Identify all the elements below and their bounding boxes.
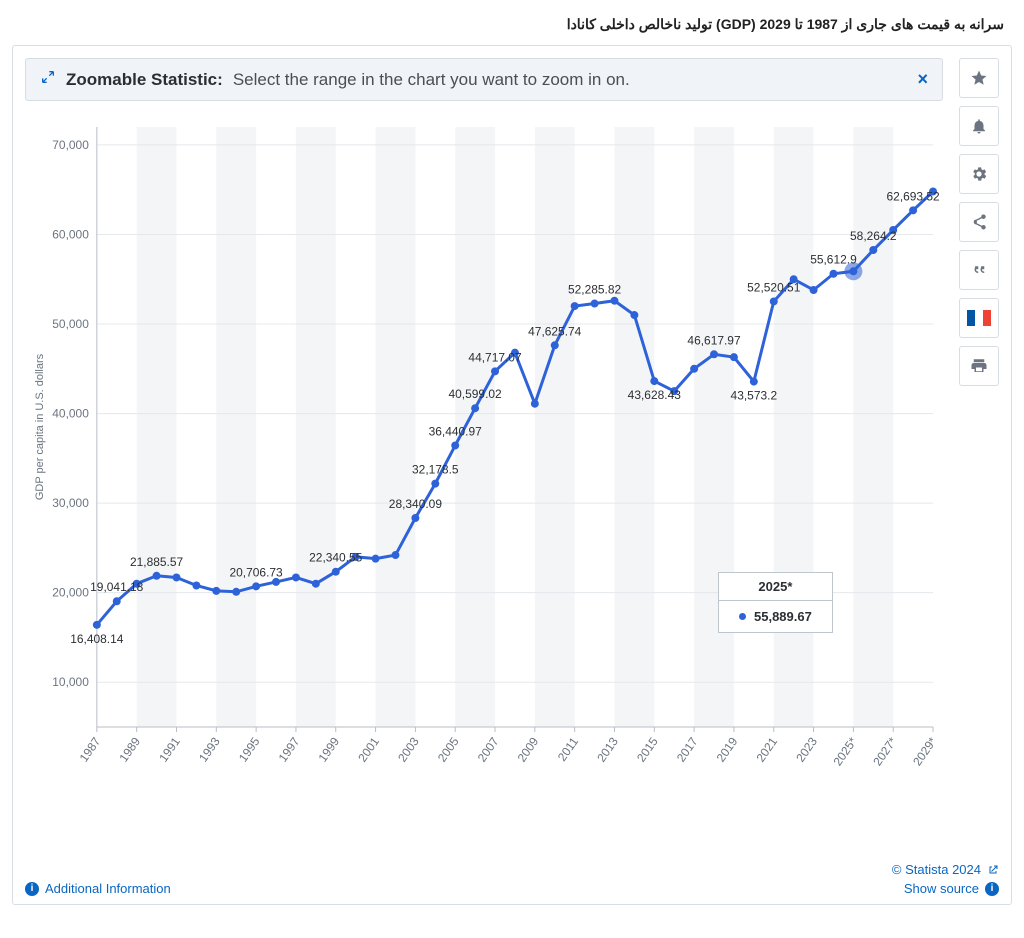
svg-text:22,340.55: 22,340.55 [309, 551, 363, 565]
svg-text:10,000: 10,000 [52, 675, 89, 689]
line-chart[interactable]: 10,000 20,000 30,000 40,000 50,000 60,000 70,0… [25, 117, 943, 807]
plot-area[interactable]: 10,000 20,000 30,000 40,000 50,000 60,000 70,0… [25, 117, 943, 807]
svg-text:2025*: 2025* [830, 734, 860, 768]
svg-text:2005: 2005 [435, 734, 462, 764]
additional-info-label: Additional Information [45, 881, 171, 896]
svg-text:2003: 2003 [395, 734, 422, 764]
svg-text:52,520.51: 52,520.51 [747, 280, 801, 294]
svg-text:43,628.43: 43,628.43 [628, 388, 682, 402]
favorite-button[interactable] [959, 58, 999, 98]
svg-text:46,617.97: 46,617.97 [687, 333, 741, 347]
svg-text:43,573.2: 43,573.2 [731, 389, 778, 403]
svg-text:2029*: 2029* [910, 734, 940, 768]
svg-text:28,340.09: 28,340.09 [389, 497, 443, 511]
svg-text:70,000: 70,000 [52, 138, 89, 152]
svg-text:16,408.14: 16,408.14 [70, 632, 124, 646]
svg-text:44,717.07: 44,717.07 [468, 350, 522, 364]
language-button[interactable] [959, 298, 999, 338]
notify-button[interactable] [959, 106, 999, 146]
svg-text:21,885.57: 21,885.57 [130, 555, 184, 569]
gear-icon [970, 165, 988, 183]
svg-text:1993: 1993 [196, 734, 223, 764]
svg-text:2021: 2021 [753, 734, 780, 764]
svg-text:40,000: 40,000 [52, 407, 89, 421]
page-title: سرانه به قیمت های جاری از 1987 تا 2029 (… [12, 16, 1004, 33]
show-source-link[interactable]: Show source i [892, 881, 999, 896]
svg-text:1991: 1991 [156, 734, 183, 764]
info-icon: i [25, 882, 39, 896]
external-link-icon [987, 864, 999, 876]
chart-footer: i Additional Information © Statista 2024… [25, 862, 999, 896]
svg-text:30,000: 30,000 [52, 496, 89, 510]
tooltip-dot [739, 613, 746, 620]
svg-text:2013: 2013 [594, 734, 621, 764]
svg-text:2011: 2011 [555, 734, 581, 763]
svg-text:32,178.5: 32,178.5 [412, 463, 459, 477]
chart-sidebar [959, 58, 999, 386]
svg-text:2009: 2009 [515, 734, 542, 764]
copyright-label: © Statista 2024 [892, 862, 999, 877]
svg-text:1987: 1987 [77, 734, 104, 764]
zoom-banner: Zoomable Statistic: Select the range in … [25, 58, 943, 101]
zoom-banner-close[interactable]: × [917, 69, 928, 90]
svg-text:2023: 2023 [793, 734, 820, 764]
svg-text:40,599.02: 40,599.02 [449, 387, 503, 401]
svg-text:1997: 1997 [276, 734, 303, 764]
additional-info-link[interactable]: i Additional Information [25, 881, 171, 896]
info-icon: i [985, 882, 999, 896]
bell-icon [970, 117, 988, 135]
svg-text:2019: 2019 [714, 734, 741, 764]
cite-button[interactable] [959, 250, 999, 290]
france-flag-icon [967, 310, 991, 326]
settings-button[interactable] [959, 154, 999, 194]
tooltip-year: 2025* [719, 573, 832, 601]
svg-text:50,000: 50,000 [52, 317, 89, 331]
star-icon [970, 69, 988, 87]
expand-icon [40, 69, 56, 90]
svg-text:55,612.9: 55,612.9 [810, 253, 857, 267]
svg-text:47,625.74: 47,625.74 [528, 324, 582, 338]
svg-text:2015: 2015 [634, 734, 661, 764]
svg-text:19,041.18: 19,041.18 [90, 580, 144, 594]
svg-text:2007: 2007 [475, 734, 502, 764]
svg-text:1989: 1989 [116, 734, 143, 764]
share-icon [970, 213, 988, 231]
svg-text:2001: 2001 [355, 734, 382, 764]
show-source-label: Show source [904, 881, 979, 896]
svg-text:62,693.52: 62,693.52 [887, 189, 941, 203]
tooltip-value: 55,889.67 [754, 609, 812, 624]
svg-text:1995: 1995 [236, 734, 263, 764]
svg-text:1999: 1999 [315, 734, 342, 764]
svg-text:GDP per capita in U.S. dollars: GDP per capita in U.S. dollars [34, 353, 46, 500]
svg-text:2017: 2017 [674, 734, 701, 764]
svg-text:20,706.73: 20,706.73 [230, 565, 284, 579]
print-button[interactable] [959, 346, 999, 386]
zoom-banner-desc: Select the range in the chart you want t… [233, 70, 630, 90]
svg-text:58,264.2: 58,264.2 [850, 229, 897, 243]
print-icon [970, 357, 988, 375]
share-button[interactable] [959, 202, 999, 242]
quote-icon [970, 261, 988, 279]
svg-text:20,000: 20,000 [52, 586, 89, 600]
svg-text:60,000: 60,000 [52, 227, 89, 241]
chart-card: Zoomable Statistic: Select the range in … [12, 45, 1012, 905]
svg-text:36,440.97: 36,440.97 [429, 424, 483, 438]
svg-text:52,285.82: 52,285.82 [568, 283, 622, 297]
chart-tooltip: 2025* 55,889.67 [718, 572, 833, 633]
zoom-banner-title: Zoomable Statistic: [66, 70, 223, 90]
svg-text:2027*: 2027* [870, 734, 900, 768]
